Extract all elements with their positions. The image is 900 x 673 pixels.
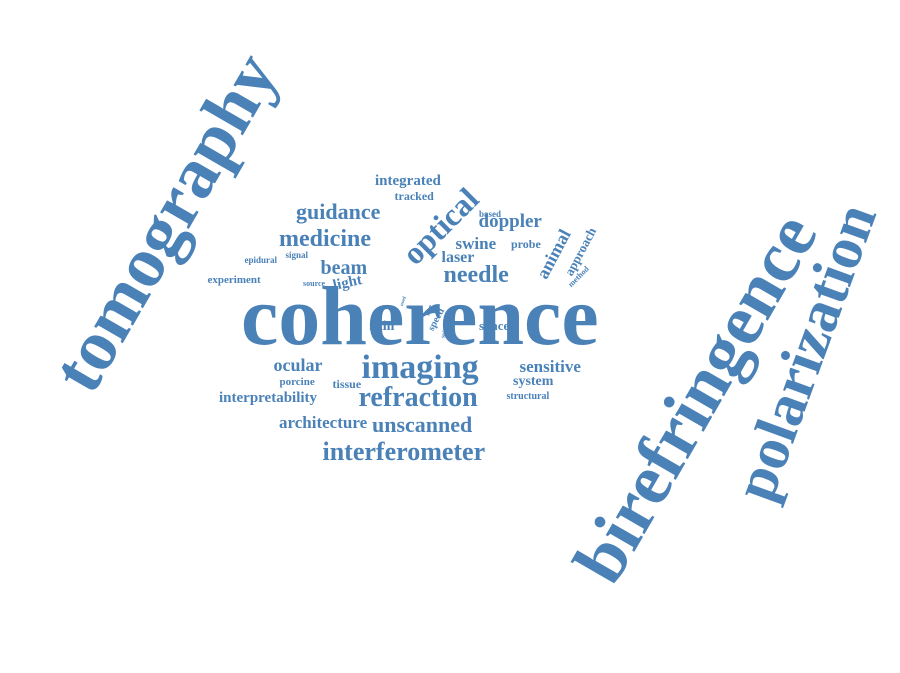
- word-imaging: imaging: [361, 349, 479, 386]
- word-structural: structural: [506, 391, 550, 402]
- word-signal: signal: [285, 249, 309, 260]
- word-source: source: [303, 279, 326, 288]
- word-experiment: experiment: [207, 273, 261, 286]
- word-swine: swine: [455, 233, 497, 253]
- word-ocular: ocular: [273, 355, 323, 375]
- word-interpretability: interpretability: [219, 389, 318, 406]
- word-space: space: [479, 317, 510, 333]
- word-refraction: refraction: [358, 382, 478, 413]
- word-porcine: porcine: [279, 375, 315, 388]
- word-system: system: [513, 374, 554, 389]
- word-epidural: epidural: [244, 254, 278, 265]
- word-tissue: tissue: [332, 377, 362, 391]
- word-based: based: [479, 208, 502, 219]
- word-guidance: guidance: [296, 199, 381, 224]
- word-unscanned: unscanned: [372, 412, 473, 437]
- word-coherence: coherence: [241, 270, 599, 363]
- word-doppler: doppler: [478, 210, 542, 232]
- word-laser: laser: [441, 249, 475, 266]
- word-interferometer: interferometer: [322, 437, 486, 466]
- word-probe: probe: [511, 237, 541, 251]
- word-integrated: integrated: [375, 172, 441, 189]
- word-medicine: medicine: [279, 226, 371, 252]
- word-sensitive: sensitive: [519, 356, 581, 376]
- word-beam: beam: [320, 257, 368, 279]
- word-skin: skin: [369, 319, 395, 334]
- word-tracked: tracked: [394, 189, 434, 203]
- word-architecture: architecture: [279, 412, 368, 432]
- word-needle: needle: [443, 262, 509, 288]
